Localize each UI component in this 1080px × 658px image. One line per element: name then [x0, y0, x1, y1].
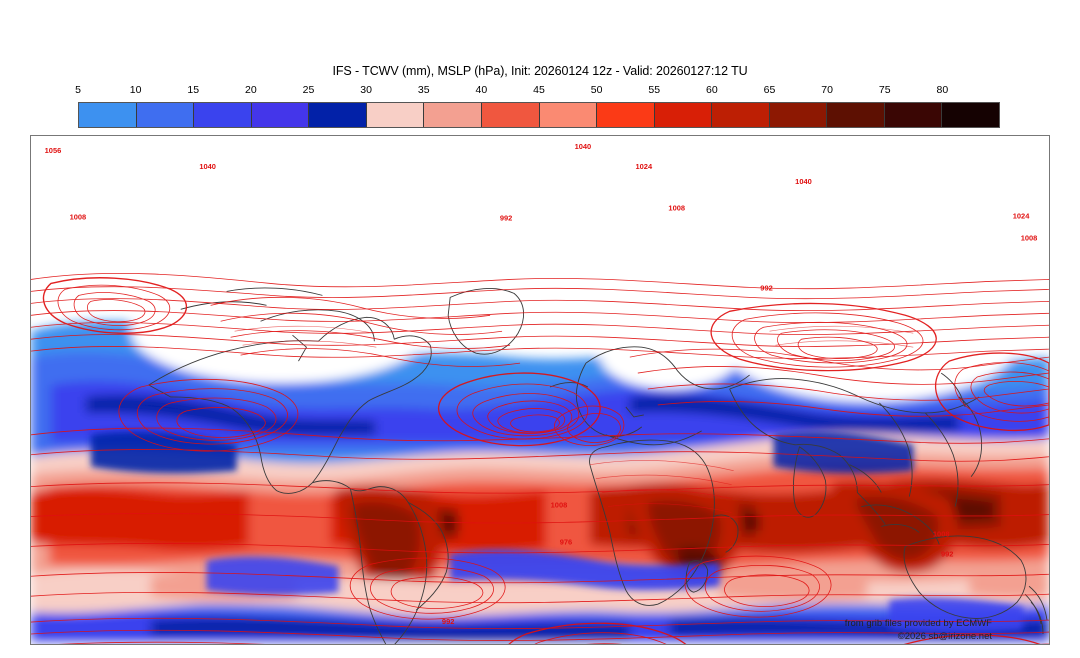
- colorbar-swatch-55: [654, 103, 713, 127]
- colorbar-swatch-20: [251, 103, 310, 127]
- colorbar-tick-20: 20: [245, 84, 257, 96]
- mslp-label: 1008: [668, 204, 685, 213]
- colorbar-tick-25: 25: [302, 84, 315, 96]
- colorbar-tick-35: 35: [417, 84, 430, 96]
- mslp-label: 1040: [199, 162, 216, 171]
- colorbar: 5 10 15 20 25 30 35 40 45 50 55 60 65 70 75 80: [75, 84, 1000, 128]
- page-title: IFS - TCWV (mm), MSLP (hPa), Init: 20260…: [332, 64, 748, 78]
- colorbar-swatch-30: [366, 103, 425, 127]
- mslp-label: 1008: [70, 213, 87, 222]
- mslp-label: 1024: [635, 162, 652, 171]
- colorbar-tick-70: 70: [821, 84, 833, 96]
- colorbar-tick-30: 30: [360, 84, 372, 96]
- colorbar-tick-10: 10: [129, 84, 142, 96]
- weather-map[interactable]: 1056 1040 1008 1040 1024 1008 992 1040 1024 1008 9…: [31, 136, 1049, 644]
- colorbar-swatches: [78, 102, 1000, 128]
- colorbar-swatch-45: [539, 103, 598, 127]
- mslp-label: 1008: [551, 501, 568, 510]
- mslp-label: 992: [442, 617, 454, 626]
- colorbar-tick-labels: 5 10 15 20 25 30 35 40 45 50 55 60 65 70 75 80: [75, 84, 1000, 100]
- mslp-label: 1024: [1013, 212, 1030, 221]
- mslp-label: 1040: [795, 177, 812, 186]
- mslp-label: 1008: [933, 529, 950, 538]
- colorbar-swatch-40: [481, 103, 540, 127]
- colorbar-swatch-80: [942, 103, 999, 127]
- colorbar-tick-75: 75: [878, 84, 891, 96]
- colorbar-tick-55: 55: [648, 84, 661, 96]
- colorbar-swatch-5: [79, 103, 137, 127]
- colorbar-swatch-10: [136, 103, 195, 127]
- data-source-credit: from grib files provided by ECMWF: [844, 618, 992, 629]
- colorbar-swatch-65: [769, 103, 828, 127]
- colorbar-swatch-50: [597, 103, 655, 127]
- colorbar-tick-50: 50: [590, 84, 603, 96]
- mslp-label: 992: [760, 283, 772, 292]
- mslp-label: 992: [941, 549, 953, 558]
- colorbar-tick-40: 40: [475, 84, 488, 96]
- mslp-label: 1040: [575, 142, 592, 151]
- colorbar-tick-80: 80: [936, 84, 949, 96]
- copyright-credit: ©2026 sb@irizone.net: [897, 631, 992, 642]
- colorbar-swatch-25: [309, 103, 367, 127]
- colorbar-tick-65: 65: [763, 84, 776, 96]
- map-panel[interactable]: 1056 1040 1008 1040 1024 1008 992 1040 1024 1008 9…: [30, 135, 1050, 645]
- mslp-contour-labels: 1056 1040 1008 1040 1024 1008 992 1040 1024 1008 9…: [45, 142, 1038, 626]
- colorbar-swatch-60: [712, 103, 770, 127]
- mslp-contours: [31, 272, 1049, 644]
- colorbar-swatch-70: [827, 103, 885, 127]
- colorbar-swatch-15: [194, 103, 252, 127]
- colorbar-tick-45: 45: [533, 84, 545, 96]
- mslp-label: 992: [500, 214, 512, 223]
- colorbar-tick-15: 15: [187, 84, 200, 96]
- mslp-label: 1008: [1021, 234, 1038, 243]
- colorbar-swatch-35: [424, 103, 482, 127]
- mslp-label: 976: [560, 537, 572, 546]
- colorbar-tick-5: 5: [75, 84, 81, 96]
- colorbar-swatch-75: [884, 103, 943, 127]
- colorbar-tick-60: 60: [706, 84, 718, 96]
- mslp-label: 1056: [45, 146, 62, 155]
